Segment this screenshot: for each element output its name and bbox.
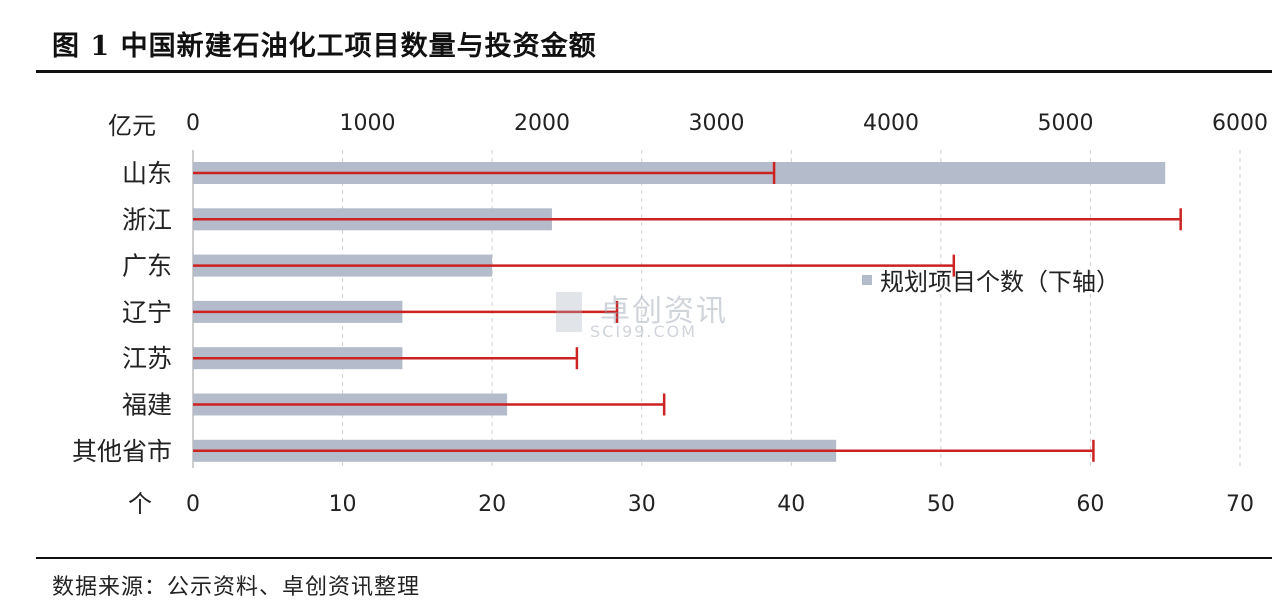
bottom-axis-tick-label: 0	[186, 492, 200, 517]
bottom-axis-unit: 个	[128, 490, 152, 518]
top-axis-tick-label: 1000	[340, 111, 396, 136]
title-bar: 图 1 中国新建石油化工项目数量与投资金额	[0, 0, 1272, 70]
bottom-axis-tick-label: 20	[478, 492, 506, 517]
category-label: 浙江	[122, 205, 172, 234]
top-rule	[36, 70, 1272, 73]
watermark-logo-icon	[556, 292, 582, 332]
source-note: 数据来源：公示资料、卓创资讯整理	[52, 575, 421, 600]
top-axis-tick-label: 6000	[1212, 111, 1268, 136]
top-axis-unit: 亿元	[108, 112, 156, 140]
bottom-axis-tick-label: 10	[329, 492, 357, 517]
watermark-subtext: SCI99.COM	[590, 322, 698, 341]
bottom-rule	[36, 557, 1272, 559]
top-axis-tick-label: 4000	[863, 111, 919, 136]
category-label: 福建	[122, 391, 172, 420]
bottom-axis-tick-label: 60	[1076, 492, 1104, 517]
bottom-axis-tick-label: 40	[777, 492, 805, 517]
legend-label: 规划项目个数（下轴）	[880, 268, 1120, 296]
category-label: 其他省市	[72, 437, 172, 466]
bottom-axis-tick-label: 70	[1226, 492, 1254, 517]
watermark-text: 卓创资讯	[600, 294, 728, 329]
top-axis-tick-label: 2000	[514, 111, 570, 136]
category-label: 辽宁	[122, 298, 172, 327]
category-label: 广东	[122, 252, 172, 281]
legend-swatch	[862, 274, 872, 285]
top-axis-tick-label: 3000	[689, 111, 745, 136]
legend: 规划项目个数（下轴）	[862, 262, 1120, 297]
chart-title: 图 1 中国新建石油化工项目数量与投资金额	[52, 31, 597, 62]
category-label: 江苏	[122, 344, 172, 373]
category-label: 山东	[122, 159, 172, 188]
top-axis-tick-label: 0	[186, 111, 200, 136]
top-axis-tick-label: 5000	[1038, 111, 1094, 136]
bottom-axis-tick-label: 30	[628, 492, 656, 517]
bottom-axis-tick-label: 50	[927, 492, 955, 517]
